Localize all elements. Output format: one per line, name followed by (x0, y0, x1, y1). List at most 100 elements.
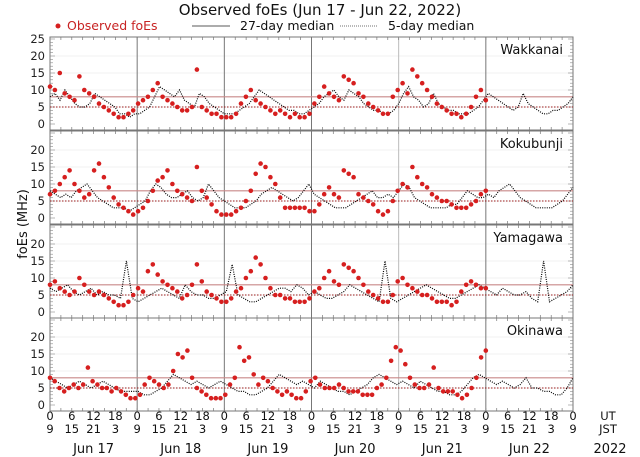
observed-point (459, 205, 464, 211)
observed-point (224, 299, 229, 305)
jst-tick-label: 9 (569, 422, 576, 436)
observed-point (260, 375, 266, 381)
observed-point (66, 385, 72, 391)
observed-point (85, 365, 91, 370)
observed-point (463, 205, 469, 211)
observed-point (464, 392, 470, 398)
observed-point (91, 168, 97, 173)
observed-point (415, 174, 420, 180)
observed-point (346, 265, 352, 271)
observed-point (421, 385, 427, 391)
observed-point (444, 108, 450, 113)
observed-point (400, 181, 405, 187)
observed-point (449, 111, 454, 117)
ut-tick-label: 18 (370, 409, 385, 423)
observed-point (326, 91, 332, 96)
observed-point (302, 114, 307, 120)
observed-point (118, 389, 124, 394)
observed-point (302, 299, 307, 305)
observed-point (478, 191, 484, 197)
day-label: Jun 20 (334, 442, 376, 457)
observed-point (114, 385, 119, 391)
observed-point (72, 289, 77, 294)
year-label: 2022 (593, 442, 626, 457)
y-tick-label: 20 (30, 237, 45, 251)
observed-point (361, 282, 366, 288)
observed-point (478, 285, 484, 291)
observed-point (361, 94, 366, 100)
observed-point (478, 87, 484, 93)
observed-point (277, 292, 283, 298)
observed-point (390, 198, 396, 204)
jst-tick-label: 9 (46, 422, 53, 436)
observed-point (419, 181, 425, 187)
observed-point (434, 195, 440, 200)
observed-point (326, 185, 332, 190)
observed-point (483, 348, 489, 353)
observed-point (184, 195, 190, 200)
observed-point (145, 198, 151, 204)
ut-tick-label: 12 (435, 409, 450, 423)
observed-point (454, 205, 459, 211)
observed-point (57, 181, 63, 187)
observed-point (449, 202, 454, 207)
observed-point (395, 188, 401, 194)
observed-point (228, 212, 234, 217)
observed-point (86, 289, 92, 294)
observed-point (86, 191, 92, 197)
y-axis-label: foEs (MHz) (16, 189, 31, 259)
observed-point (256, 382, 261, 387)
observed-point (403, 361, 408, 367)
ut-tick-label: 6 (155, 409, 162, 423)
observed-point (429, 296, 435, 301)
jst-tick-label: 3 (373, 422, 380, 436)
observed-point (341, 74, 347, 79)
observed-point (307, 111, 312, 117)
observed-point (436, 385, 441, 391)
observed-point (385, 111, 391, 117)
observed-point (473, 94, 479, 100)
observed-point (170, 368, 176, 374)
observed-point (302, 205, 307, 211)
observed-point (265, 378, 271, 384)
observed-point (253, 171, 258, 177)
observed-point (57, 70, 63, 76)
observed-point (194, 67, 200, 72)
observed-point (327, 385, 332, 391)
observed-point (227, 382, 233, 387)
ut-tick-label: 18 (457, 409, 472, 423)
observed-point (228, 114, 234, 120)
observed-point (209, 292, 214, 298)
observed-point (384, 375, 389, 381)
observed-point (199, 188, 205, 194)
observed-point (412, 382, 418, 387)
observed-point (189, 282, 195, 288)
observed-point (400, 80, 405, 86)
observed-point (248, 87, 254, 93)
observed-point (398, 348, 403, 353)
observed-point (218, 395, 223, 401)
y-tick-label: 10 (30, 83, 45, 97)
station-label: Okinawa (507, 324, 563, 339)
observed-point (410, 67, 415, 72)
observed-point (341, 385, 347, 391)
jst-tick-label: 21 (261, 422, 276, 436)
observed-point (321, 275, 327, 281)
legend-5day-label: 5-day median (388, 18, 474, 33)
observed-point (317, 202, 322, 207)
ut-tick-label: 6 (242, 409, 249, 423)
observed-point (483, 285, 489, 291)
station-label: Yamagawa (492, 231, 563, 246)
jst-tick-label: 21 (435, 422, 450, 436)
observed-point (297, 299, 303, 305)
observed-point (322, 385, 328, 391)
observed-point (258, 161, 263, 166)
legend-observed-marker (55, 23, 61, 29)
y-tick-label: 5 (38, 381, 45, 395)
observed-point (312, 208, 317, 214)
observed-point (180, 355, 185, 360)
y-tick-label: 5 (38, 288, 45, 302)
observed-point (331, 94, 337, 100)
observed-point (390, 292, 396, 298)
